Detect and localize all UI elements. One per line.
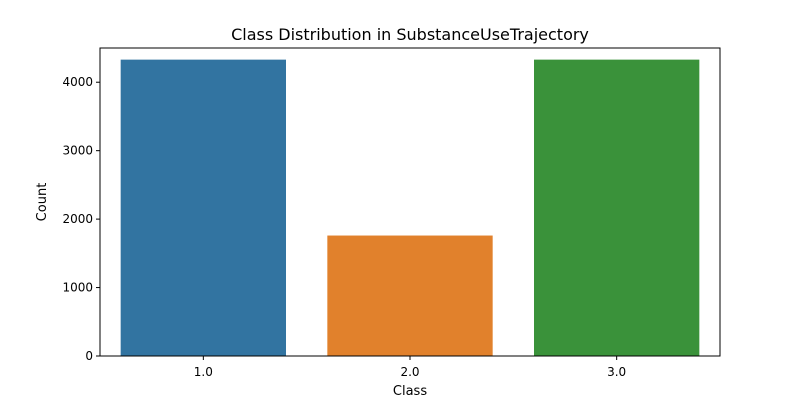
bar-2.0: [327, 235, 493, 356]
y-tick-label: 0: [85, 349, 93, 363]
bars-group: [120, 59, 700, 356]
x-tick-label: 2.0: [400, 365, 419, 379]
y-tick-label: 3000: [62, 144, 93, 158]
x-axis-ticks: 1.0 2.0 3.0: [194, 356, 626, 379]
y-axis-label: Count: [35, 183, 50, 222]
x-tick-label: 3.0: [607, 365, 626, 379]
x-tick-label: 1.0: [194, 365, 213, 379]
plot-frame: [99, 47, 721, 357]
y-axis-ticks: 0 1000 2000 3000 4000: [62, 75, 100, 363]
chart-title: Class Distribution in SubstanceUseTrajec…: [231, 25, 589, 44]
bar-1.0: [120, 59, 287, 356]
y-tick-label: 1000: [62, 281, 93, 295]
y-tick-label: 4000: [62, 75, 93, 89]
x-axis-label: Class: [393, 384, 427, 399]
bar-3.0: [534, 59, 700, 356]
y-tick-label: 2000: [62, 212, 93, 226]
